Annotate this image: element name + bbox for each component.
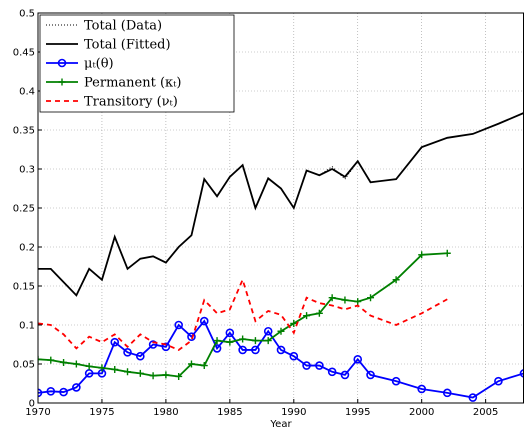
marker	[315, 361, 324, 370]
marker	[353, 355, 363, 364]
marker	[341, 296, 349, 304]
marker	[58, 78, 66, 86]
marker	[199, 316, 209, 326]
marker	[442, 388, 452, 398]
marker	[72, 360, 80, 368]
series-line	[38, 252, 448, 378]
x-tick-label: 1995	[345, 407, 370, 418]
marker	[263, 326, 273, 336]
y-tick-label: 0.2	[19, 243, 35, 254]
marker	[340, 370, 350, 380]
marker	[111, 365, 119, 373]
marker	[136, 369, 144, 377]
marker	[327, 367, 337, 377]
marker	[59, 387, 68, 397]
marker	[328, 294, 336, 302]
y-tick-label: 0.15	[13, 282, 35, 293]
marker	[303, 312, 311, 320]
marker	[98, 364, 106, 372]
marker	[60, 358, 68, 366]
marker	[174, 320, 183, 330]
series-line	[38, 112, 524, 297]
y-tick-label: 0.4	[19, 87, 35, 98]
marker	[162, 371, 170, 379]
marker	[124, 368, 132, 376]
marker	[46, 386, 56, 396]
x-tick-label: 1975	[89, 407, 114, 418]
marker	[161, 342, 171, 352]
marker	[57, 58, 67, 68]
x-tick-label: 2005	[473, 407, 498, 418]
x-tick-label: 1990	[281, 407, 306, 418]
y-tick-label: 0.35	[13, 126, 35, 137]
legend-label: Permanent (κₜ)	[84, 76, 181, 91]
marker	[175, 372, 183, 380]
y-tick-label: 0	[29, 399, 35, 410]
marker	[239, 335, 247, 343]
marker	[354, 298, 362, 306]
series-line	[38, 277, 448, 351]
marker	[417, 384, 426, 394]
y-tick-label: 0.25	[13, 204, 35, 215]
marker	[494, 376, 503, 386]
marker	[418, 251, 426, 259]
marker	[391, 376, 401, 386]
marker	[366, 370, 375, 380]
marker	[264, 337, 272, 345]
plot-area	[38, 112, 524, 402]
x-tick-label: 1985	[217, 407, 242, 418]
marker	[302, 361, 311, 370]
marker	[315, 309, 323, 317]
marker	[238, 345, 247, 355]
marker	[277, 327, 285, 335]
marker	[149, 372, 157, 380]
marker	[468, 393, 478, 402]
marker	[213, 337, 221, 345]
legend: Total (Data) Total (Fitted) μₜ(θ) Permanent…	[39, 14, 235, 113]
legend-label: Transitory (νₜ)	[84, 95, 178, 110]
x-tick-label: 2000	[409, 407, 434, 418]
marker	[47, 356, 55, 364]
marker	[200, 362, 208, 370]
x-tick-label: 1980	[153, 407, 178, 418]
marker	[84, 369, 94, 378]
marker	[276, 345, 286, 355]
y-tick-label: 0.3	[19, 165, 35, 176]
legend-label: Total (Fitted)	[84, 38, 171, 53]
marker	[519, 369, 524, 378]
marker	[392, 276, 400, 284]
series-line	[38, 319, 524, 399]
legend-label: Total (Data)	[84, 19, 162, 34]
marker	[251, 337, 259, 345]
marker	[110, 337, 120, 347]
marker	[38, 355, 42, 363]
marker	[443, 249, 451, 257]
marker	[290, 319, 298, 327]
marker	[148, 340, 158, 349]
marker	[38, 388, 43, 398]
marker	[225, 328, 235, 338]
y-tick-label: 0.45	[13, 48, 35, 59]
marker	[72, 383, 81, 392]
ticks: 0 0.05 0.1 0.15 0.2 0.25 0.3 0.35 0.4 0.45 0.5 1970…	[13, 9, 499, 419]
marker	[187, 360, 195, 368]
marker	[289, 351, 299, 361]
marker	[187, 332, 196, 342]
y-tick-label: 0.1	[19, 321, 35, 332]
marker	[85, 362, 93, 370]
series-line	[38, 112, 524, 297]
marker	[226, 338, 234, 346]
x-axis-label: Year	[269, 419, 292, 430]
legend-label: μₜ(θ)	[84, 57, 114, 72]
marker	[123, 347, 132, 357]
x-tick-label: 1970	[25, 407, 50, 418]
marker	[367, 294, 375, 302]
y-tick-label: 0.05	[13, 360, 35, 371]
marker	[251, 345, 260, 355]
y-tick-label: 0.5	[19, 9, 35, 20]
marker	[136, 351, 145, 361]
